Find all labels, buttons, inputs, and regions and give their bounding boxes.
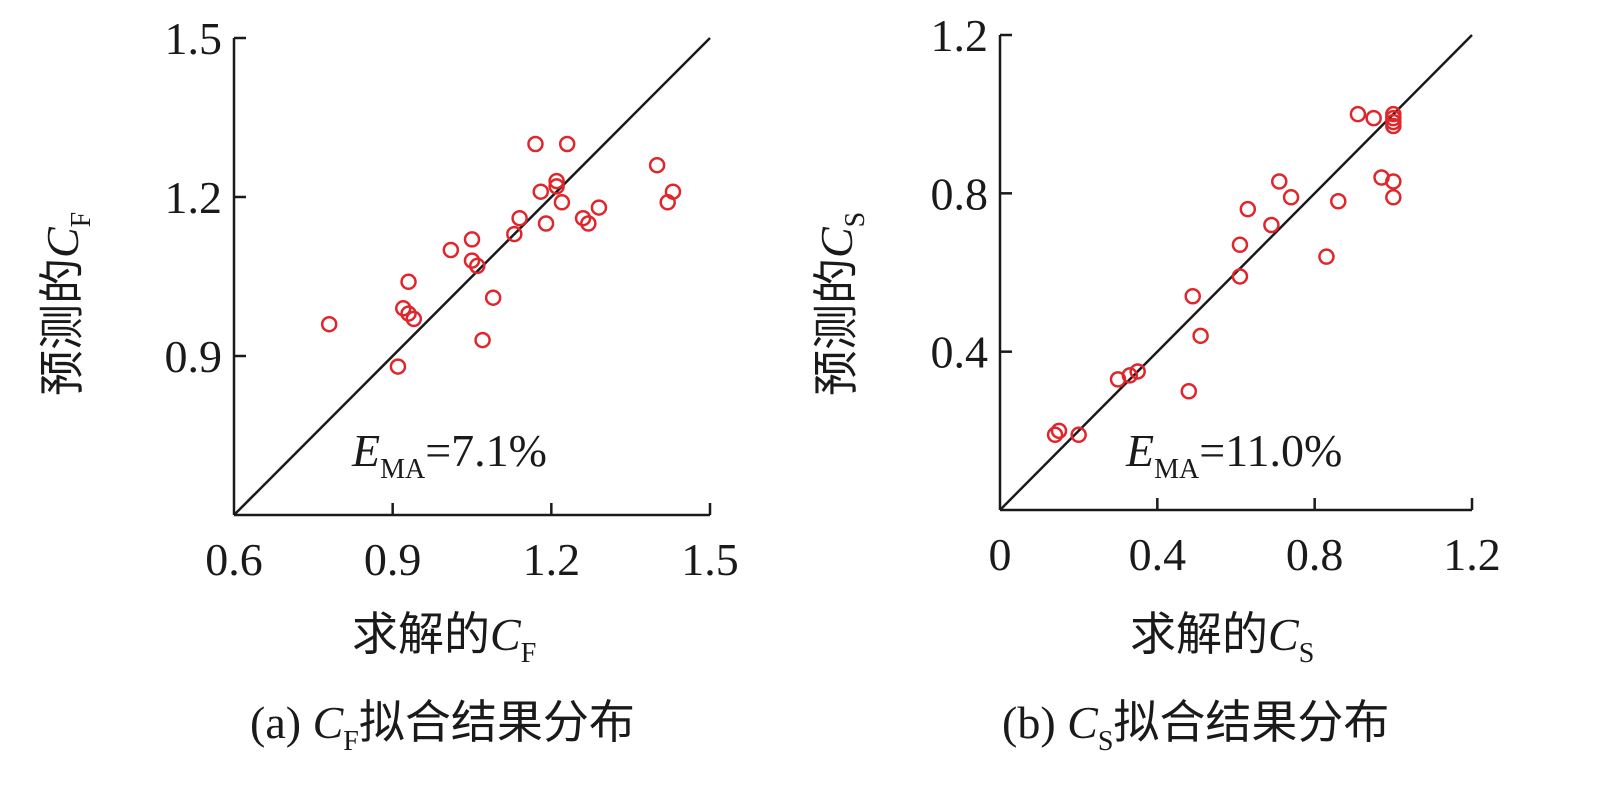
panel-b-data-point [1385,189,1402,206]
panel-b-scatter: 0 0.4 0.8 1.2 0.4 0.8 1.2 EMA=11.0% 求解的CS 预测的C… [811,10,1501,757]
panel-b-data-point [1385,173,1402,190]
panel-a-data-point [389,358,407,375]
panel-a-x-tick-label: 0.6 [205,534,263,585]
panel-a-x-tick-label: 0.9 [364,534,422,585]
panel-a-data-point [590,199,608,216]
panel-a-x-tick-label: 1.2 [523,534,581,585]
panel-b-x-tick-label: 0 [989,529,1012,580]
panel-b-x-tick-label: 0.4 [1129,529,1187,580]
panel-b-data-point [1070,426,1087,444]
panel-a-data-point [463,252,481,269]
panel-a-y-label: 预测的CF [37,212,97,396]
panel-a-data-point [463,231,481,248]
panel-a-data-point [548,172,565,190]
panel-b-data-point [1231,268,1249,285]
panel-a-y-tick-label: 1.5 [165,13,223,64]
panel-a-data-point [548,178,565,195]
panel-a-data-point [394,300,412,317]
panel-b-x-tick-label: 1.2 [1443,529,1501,580]
panel-b-data-point [1129,363,1146,380]
panel-a-data-point [400,273,417,291]
panel-a-data-point [553,194,571,211]
panel-a-y-tick-label: 0.9 [165,331,223,382]
panel-a-data-point [320,315,338,333]
panel-b-data-point [1239,200,1257,218]
panel-a-data-point [558,135,576,153]
panel-a-data-point [511,209,528,227]
panel-a-x-tick-label: 1.5 [681,534,739,585]
panel-b-x-label: 求解的CS [1130,609,1314,669]
panel-b-data-point [1184,288,1201,305]
panel-b-data-point [1349,105,1367,123]
panel-a-x-label: 求解的CF [352,609,536,669]
panel-a-data-point [405,310,423,328]
panel-a-annotation: EMA=7.1% [351,425,547,485]
panel-a-scatter: 0.6 0.9 1.2 1.5 0.9 1.2 1.5 EMA=7.1% 求解的CF 预测的… [37,13,739,757]
panel-a-ticks: 0.6 0.9 1.2 1.5 0.9 1.2 1.5 [165,13,739,585]
panel-b-data-point [1385,117,1402,135]
panel-a-data-point [474,331,491,349]
panel-b-data-point [1282,189,1300,206]
panel-a-points [320,135,682,375]
panel-a-data-point [527,135,544,153]
panel-a-data-point [648,156,666,174]
panel-b-caption: (b) CS拟合结果分布 [1002,697,1389,757]
panel-b-data-point [1365,109,1382,127]
panel-a-data-point [400,305,417,322]
panel-a-y-tick-label: 1.2 [165,172,223,223]
panel-a-data-point [484,289,502,306]
panel-b-data-point [1263,216,1280,234]
panel-a-data-point [664,183,682,200]
panel-b-y-tick-label: 0.8 [931,168,989,219]
panel-a-data-point [537,215,555,232]
panel-b-points [1046,105,1402,444]
panel-b-y-label: 预测的CS [811,212,871,396]
panel-b-data-point [1231,236,1249,254]
panel-b-data-point [1180,383,1198,400]
panel-b-x-tick-label: 0.8 [1286,529,1344,580]
panel-a-caption: (a) CF拟合结果分布 [250,697,635,757]
panel-a-data-point [442,241,460,259]
panel-a-data-point [532,183,550,200]
panel-b-y-tick-label: 0.4 [931,327,989,378]
panel-a-data-point [506,225,523,243]
panel-b-annotation: EMA=11.0% [1125,425,1342,485]
panel-a-data-point [469,257,486,275]
panel-b-data-point [1121,367,1139,384]
panel-b-y-tick-label: 1.2 [931,10,989,61]
panel-b-data-point [1192,327,1209,345]
panel-a-data-point [574,209,592,227]
panel-b-data-point [1046,426,1064,444]
panel-b-data-point [1318,248,1335,265]
panel-b-ticks: 0 0.4 0.8 1.2 0.4 0.8 1.2 [931,10,1501,580]
panel-a-reference-line [233,37,711,516]
panel-a-data-point [580,215,597,232]
panel-b-data-point [1271,173,1288,190]
panel-b-data-point [1330,193,1347,210]
panel-b-data-point [1050,422,1068,440]
